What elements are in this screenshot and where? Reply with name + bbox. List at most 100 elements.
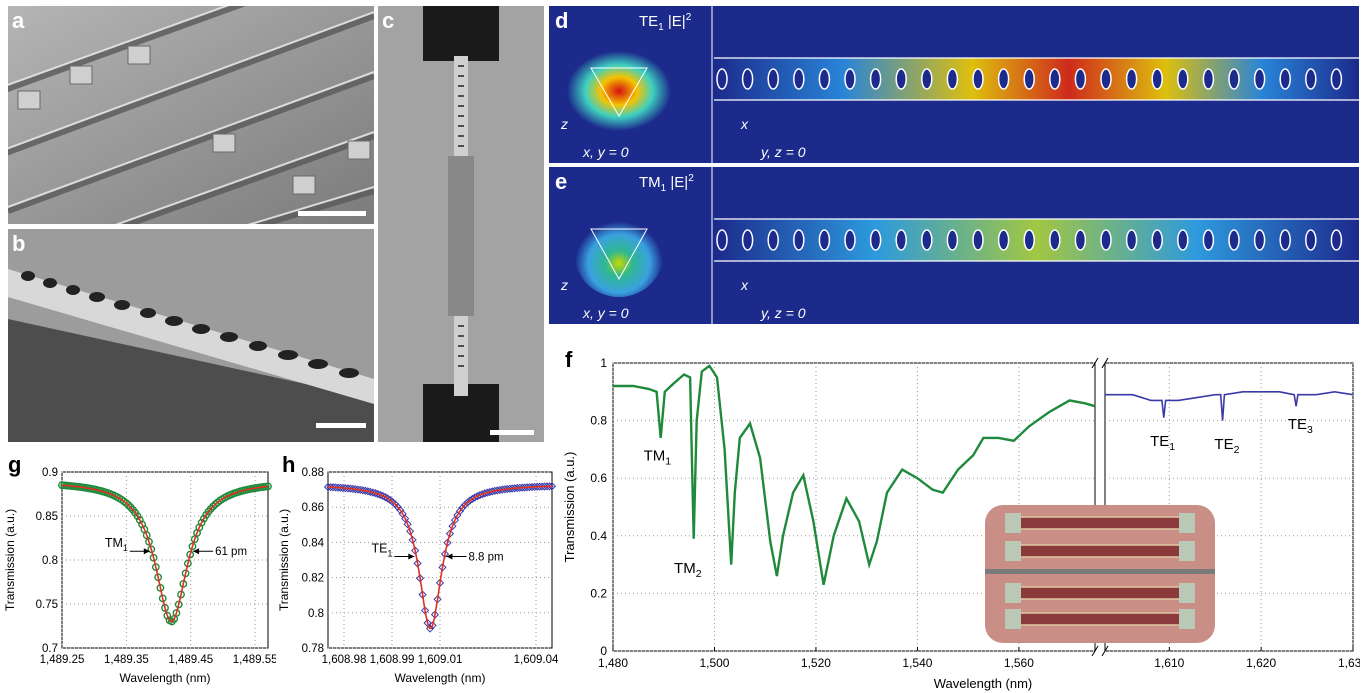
mode-name-d: TE [639, 13, 659, 30]
hole [1074, 68, 1087, 90]
y-tick-label: 0.7 [42, 643, 58, 655]
y-tick-label: 0.8 [308, 608, 324, 620]
data-point [341, 484, 350, 493]
fwhm-arrowhead-left [143, 548, 150, 555]
hole [997, 229, 1010, 251]
data-point [445, 529, 455, 538]
hole [1151, 68, 1163, 90]
x-tick-label: 1,609.01 [418, 654, 463, 666]
data-point [406, 527, 415, 536]
x-tick-label: 1,520 [801, 656, 831, 670]
x-axis-label: Wavelength (nm) [395, 671, 486, 685]
axis-break-mark [1091, 645, 1099, 657]
data-point [336, 483, 345, 492]
data-point [133, 512, 142, 521]
annotation-label: TE1 [1150, 433, 1175, 453]
plot-frame [61, 471, 269, 649]
annotation-label: TM2 [674, 560, 702, 580]
data-point [333, 483, 343, 492]
axis-vertical-right-e: x [741, 277, 748, 293]
hole [1330, 229, 1343, 251]
data-point [209, 502, 217, 511]
hole [1228, 229, 1240, 251]
y-axis-label: Transmission (a.u.) [277, 509, 291, 611]
hole [1202, 68, 1215, 90]
hole [767, 68, 779, 90]
hole [972, 229, 984, 251]
x-tick-label: 1,480 [598, 656, 628, 670]
hole [921, 68, 933, 90]
data-point [145, 537, 153, 546]
linewidth-annotation: 61 pm [215, 546, 247, 558]
y-tick-label: 0.8 [590, 414, 607, 428]
hole [844, 68, 856, 90]
sem-image-b: b [8, 229, 374, 442]
panel-label-d: d [555, 8, 569, 33]
sem-image-a: a [8, 6, 374, 224]
mode-annotation: TM1 [105, 536, 128, 553]
data-point [172, 609, 181, 617]
fit-line [327, 485, 553, 630]
hole [1023, 68, 1035, 90]
hole [1330, 68, 1343, 90]
y-axis-label: Transmission (a.u.) [3, 509, 17, 611]
hole [895, 229, 907, 251]
hole [1049, 229, 1061, 251]
hole [1253, 229, 1266, 251]
field-panel-d: d TE1 |E|2 z x, y = 0 x y, z = 0 [549, 6, 1359, 163]
data-point [197, 518, 206, 527]
hole [921, 229, 933, 251]
y-tick-label: 0.82 [302, 573, 324, 585]
scale-bar-b [316, 423, 366, 428]
x-tick-label: 1,489.45 [168, 654, 213, 666]
data-point [326, 483, 335, 492]
hole [741, 68, 754, 90]
hole [946, 68, 959, 90]
field-name-d: |E| [667, 13, 686, 30]
hole [1125, 68, 1138, 90]
hole [767, 229, 779, 251]
y-tick-label: 0.2 [590, 586, 607, 600]
hole [1074, 229, 1087, 251]
y-tick-label: 0.78 [302, 643, 324, 655]
hole [1177, 68, 1189, 90]
x-tick-label: 1,540 [902, 656, 932, 670]
data-point [343, 484, 353, 493]
y-tick-label: 0.75 [36, 599, 58, 611]
axis-break-mark [1101, 357, 1109, 369]
hole [818, 229, 831, 251]
annotation-label: TE3 [1288, 416, 1313, 436]
hole [1100, 68, 1112, 90]
hole [869, 229, 882, 251]
sem-beam-c [378, 6, 544, 442]
chart-g: 0.7 0.75 0.8 0.85 0.9 1,489.25 1,489.35 1,489.4… [3, 467, 276, 685]
hole [946, 229, 959, 251]
y-tick-label: 0.86 [302, 502, 324, 514]
x-tick-label: 1,610 [1154, 656, 1184, 670]
series-line [1105, 390, 1354, 421]
data-point [122, 499, 130, 507]
y-tick-label: 0.9 [42, 467, 58, 479]
x-tick-label: 1,608.99 [370, 654, 415, 666]
mode-label-e: TM1 |E|2 [639, 173, 694, 194]
data-point [331, 483, 340, 492]
hole [1305, 229, 1317, 251]
field-panel-e: e TM1 |E|2 z x, y = 0 x y, z = 0 [549, 167, 1359, 324]
hole [818, 68, 831, 90]
mode-sub-e: 1 [660, 183, 667, 194]
mode-annotation: TE1 [371, 541, 392, 558]
axis-horizontal-left-e: x, y = 0 [583, 305, 629, 321]
mode-sub-d: 1 [658, 22, 664, 33]
hole [1177, 229, 1189, 251]
y-axis-label: Transmission (a.u.) [562, 452, 577, 563]
axis-horizontal-left-d: x, y = 0 [583, 144, 629, 160]
sem-beams-a [8, 6, 374, 224]
x-tick-label: 1,489.35 [104, 654, 149, 666]
hole [716, 229, 728, 251]
data-point [135, 516, 144, 524]
panel-label-b: b [12, 231, 26, 256]
x-axis-label: Wavelength (nm) [120, 671, 211, 685]
series-line [613, 364, 1096, 586]
data-point [124, 501, 133, 509]
hole [1202, 229, 1215, 251]
